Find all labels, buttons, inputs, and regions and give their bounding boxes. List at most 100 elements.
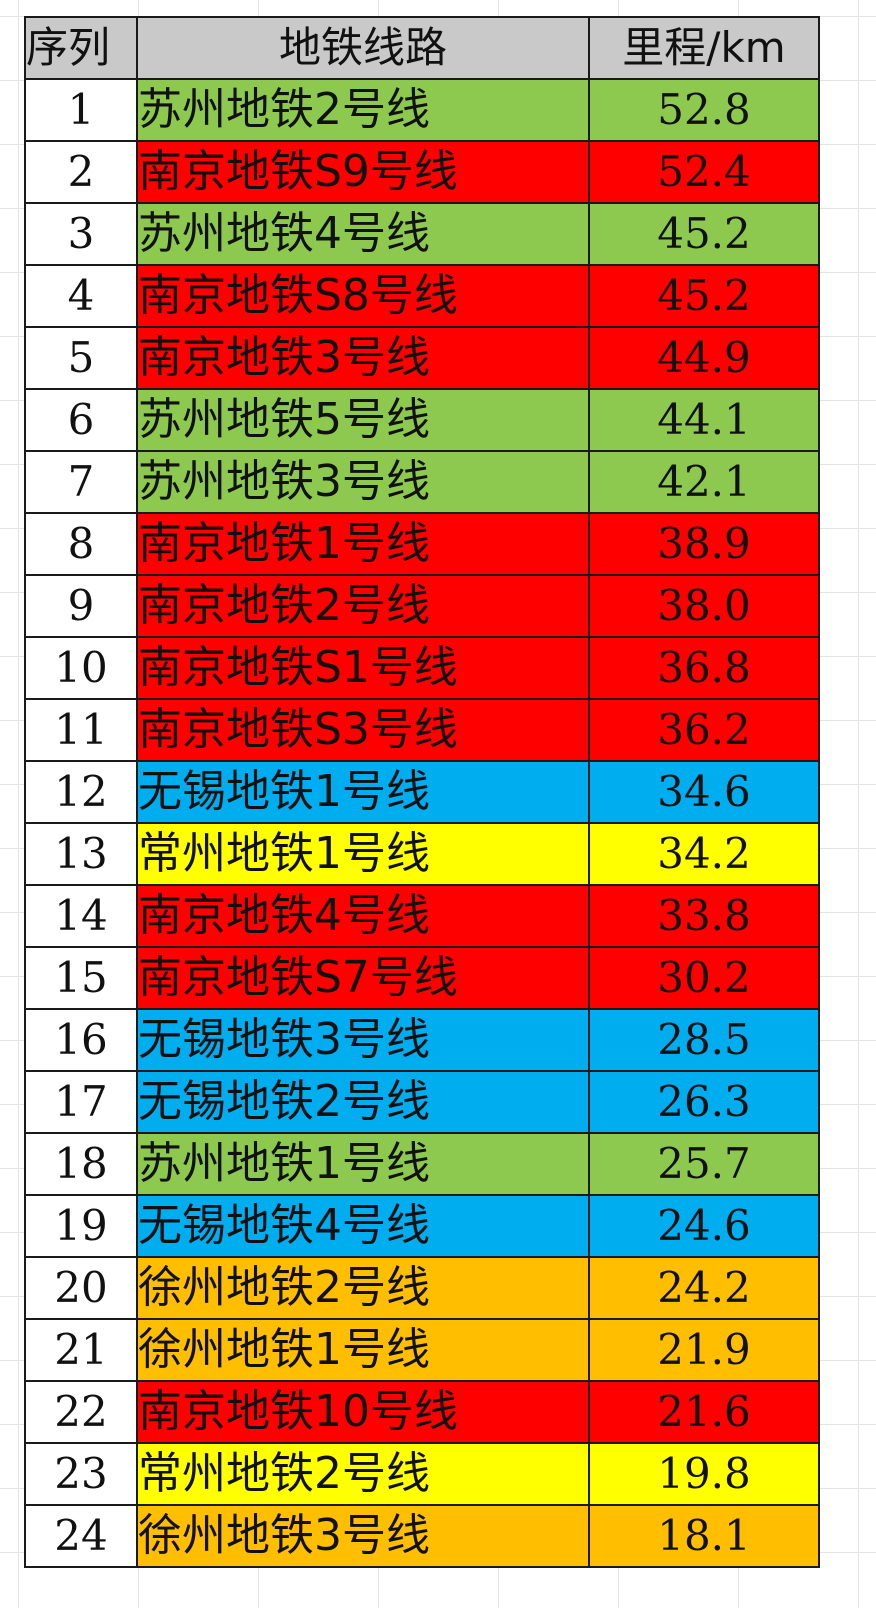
index-cell[interactable]: 3 <box>24 202 138 266</box>
index-cell[interactable]: 21 <box>24 1318 138 1382</box>
line-name-cell[interactable]: 无锡地铁3号线 <box>136 1008 590 1072</box>
index-cell[interactable]: 9 <box>24 574 138 638</box>
index-cell[interactable]: 24 <box>24 1504 138 1568</box>
index-cell[interactable]: 14 <box>24 884 138 948</box>
length-cell[interactable]: 42.1 <box>588 450 820 514</box>
line-name-cell[interactable]: 南京地铁S7号线 <box>136 946 590 1010</box>
index-cell[interactable]: 10 <box>24 636 138 700</box>
table-body: 1 苏州地铁2号线 52.8 2 南京地铁S9号线 52.4 3 苏州地铁4号线 45.2 4 南京… <box>24 78 820 1568</box>
line-name-cell[interactable]: 徐州地铁3号线 <box>136 1504 590 1568</box>
line-name-cell[interactable]: 南京地铁S9号线 <box>136 140 590 204</box>
line-name-cell[interactable]: 苏州地铁5号线 <box>136 388 590 452</box>
line-name-cell[interactable]: 苏州地铁2号线 <box>136 78 590 142</box>
table-row: 23 常州地铁2号线 19.8 <box>24 1442 820 1506</box>
length-cell[interactable]: 19.8 <box>588 1442 820 1506</box>
line-name-cell[interactable]: 南京地铁S1号线 <box>136 636 590 700</box>
table-row: 1 苏州地铁2号线 52.8 <box>24 78 820 142</box>
header-length-cell[interactable]: 里程/km <box>588 16 820 80</box>
length-cell[interactable]: 24.2 <box>588 1256 820 1320</box>
length-cell[interactable]: 28.5 <box>588 1008 820 1072</box>
line-name-cell[interactable]: 南京地铁3号线 <box>136 326 590 390</box>
index-cell[interactable]: 13 <box>24 822 138 886</box>
length-cell[interactable]: 34.2 <box>588 822 820 886</box>
table-row: 24 徐州地铁3号线 18.1 <box>24 1504 820 1568</box>
length-cell[interactable]: 38.9 <box>588 512 820 576</box>
length-cell[interactable]: 33.8 <box>588 884 820 948</box>
index-cell[interactable]: 2 <box>24 140 138 204</box>
index-cell[interactable]: 1 <box>24 78 138 142</box>
length-cell[interactable]: 18.1 <box>588 1504 820 1568</box>
line-name-cell[interactable]: 无锡地铁4号线 <box>136 1194 590 1258</box>
length-cell[interactable]: 21.6 <box>588 1380 820 1444</box>
index-cell[interactable]: 17 <box>24 1070 138 1134</box>
index-cell[interactable]: 7 <box>24 450 138 514</box>
line-name-cell[interactable]: 徐州地铁2号线 <box>136 1256 590 1320</box>
index-cell[interactable]: 16 <box>24 1008 138 1072</box>
index-cell[interactable]: 23 <box>24 1442 138 1506</box>
length-cell[interactable]: 45.2 <box>588 202 820 266</box>
line-name-cell[interactable]: 南京地铁S8号线 <box>136 264 590 328</box>
line-name-cell[interactable]: 南京地铁2号线 <box>136 574 590 638</box>
header-line-cell[interactable]: 地铁线路 <box>136 16 590 80</box>
table-row: 6 苏州地铁5号线 44.1 <box>24 388 820 452</box>
line-name-cell[interactable]: 南京地铁10号线 <box>136 1380 590 1444</box>
line-name-cell[interactable]: 苏州地铁4号线 <box>136 202 590 266</box>
line-name-cell[interactable]: 南京地铁1号线 <box>136 512 590 576</box>
length-cell[interactable]: 38.0 <box>588 574 820 638</box>
line-name-cell[interactable]: 徐州地铁1号线 <box>136 1318 590 1382</box>
table-row: 5 南京地铁3号线 44.9 <box>24 326 820 390</box>
line-name-cell[interactable]: 南京地铁S3号线 <box>136 698 590 762</box>
metro-length-table: 序列 地铁线路 里程/km 1 苏州地铁2号线 52.8 2 南京地铁S9号线 52.4 3… <box>24 16 820 1568</box>
table-row: 7 苏州地铁3号线 42.1 <box>24 450 820 514</box>
index-cell[interactable]: 15 <box>24 946 138 1010</box>
table-row: 12 无锡地铁1号线 34.6 <box>24 760 820 824</box>
line-name-cell[interactable]: 南京地铁4号线 <box>136 884 590 948</box>
length-cell[interactable]: 44.9 <box>588 326 820 390</box>
header-row: 序列 地铁线路 里程/km <box>24 16 820 80</box>
table-row: 21 徐州地铁1号线 21.9 <box>24 1318 820 1382</box>
index-cell[interactable]: 4 <box>24 264 138 328</box>
index-cell[interactable]: 6 <box>24 388 138 452</box>
line-name-cell[interactable]: 常州地铁2号线 <box>136 1442 590 1506</box>
table-row: 11 南京地铁S3号线 36.2 <box>24 698 820 762</box>
table-row: 2 南京地铁S9号线 52.4 <box>24 140 820 204</box>
table-row: 19 无锡地铁4号线 24.6 <box>24 1194 820 1258</box>
length-cell[interactable]: 36.8 <box>588 636 820 700</box>
table-row: 3 苏州地铁4号线 45.2 <box>24 202 820 266</box>
index-cell[interactable]: 20 <box>24 1256 138 1320</box>
line-name-cell[interactable]: 常州地铁1号线 <box>136 822 590 886</box>
header-index-cell[interactable]: 序列 <box>24 16 138 80</box>
table-row: 22 南京地铁10号线 21.6 <box>24 1380 820 1444</box>
table-row: 4 南京地铁S8号线 45.2 <box>24 264 820 328</box>
length-cell[interactable]: 34.6 <box>588 760 820 824</box>
index-cell[interactable]: 8 <box>24 512 138 576</box>
index-cell[interactable]: 5 <box>24 326 138 390</box>
length-cell[interactable]: 25.7 <box>588 1132 820 1196</box>
table-row: 13 常州地铁1号线 34.2 <box>24 822 820 886</box>
table-row: 15 南京地铁S7号线 30.2 <box>24 946 820 1010</box>
length-cell[interactable]: 44.1 <box>588 388 820 452</box>
index-cell[interactable]: 18 <box>24 1132 138 1196</box>
index-cell[interactable]: 12 <box>24 760 138 824</box>
table-row: 20 徐州地铁2号线 24.2 <box>24 1256 820 1320</box>
line-name-cell[interactable]: 苏州地铁3号线 <box>136 450 590 514</box>
table-row: 16 无锡地铁3号线 28.5 <box>24 1008 820 1072</box>
table-row: 14 南京地铁4号线 33.8 <box>24 884 820 948</box>
length-cell[interactable]: 24.6 <box>588 1194 820 1258</box>
index-cell[interactable]: 11 <box>24 698 138 762</box>
length-cell[interactable]: 45.2 <box>588 264 820 328</box>
line-name-cell[interactable]: 无锡地铁1号线 <box>136 760 590 824</box>
length-cell[interactable]: 52.8 <box>588 78 820 142</box>
line-name-cell[interactable]: 无锡地铁2号线 <box>136 1070 590 1134</box>
index-cell[interactable]: 19 <box>24 1194 138 1258</box>
table-row: 8 南京地铁1号线 38.9 <box>24 512 820 576</box>
line-name-cell[interactable]: 苏州地铁1号线 <box>136 1132 590 1196</box>
length-cell[interactable]: 52.4 <box>588 140 820 204</box>
length-cell[interactable]: 26.3 <box>588 1070 820 1134</box>
table-row: 10 南京地铁S1号线 36.8 <box>24 636 820 700</box>
length-cell[interactable]: 36.2 <box>588 698 820 762</box>
length-cell[interactable]: 21.9 <box>588 1318 820 1382</box>
length-cell[interactable]: 30.2 <box>588 946 820 1010</box>
index-cell[interactable]: 22 <box>24 1380 138 1444</box>
